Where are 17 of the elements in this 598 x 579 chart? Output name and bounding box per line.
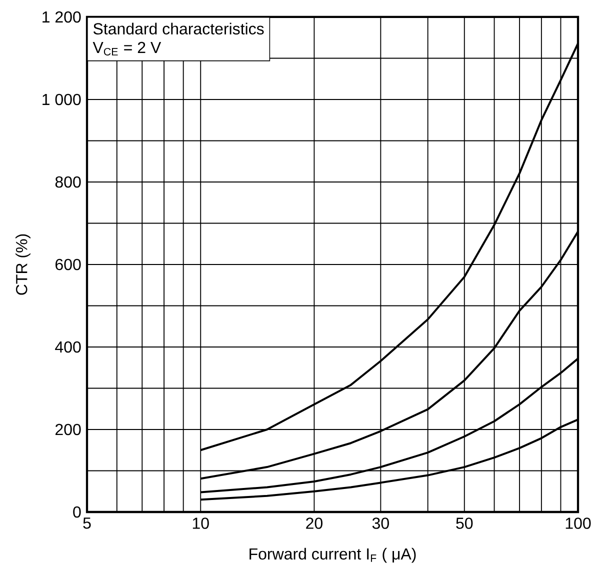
annotation: V$_{CE}$ = 2 V bbox=[92, 42, 162, 56]
y-tick-label: 200 bbox=[56, 424, 81, 436]
x-tick-label: 5 bbox=[83, 518, 91, 529]
y-tick-label: 1 000 bbox=[42, 94, 81, 106]
x-tick-label: 50 bbox=[456, 518, 473, 529]
x-tick-label: 100 bbox=[566, 518, 591, 529]
x-axis-title: Forward current I$_{F}$ ( μA) bbox=[250, 548, 416, 563]
y-tick-label: 800 bbox=[55, 176, 81, 188]
y-tick-label: 1 200 bbox=[42, 11, 81, 23]
y-tick-label: 400 bbox=[55, 341, 81, 353]
x-tick-label: 10 bbox=[192, 518, 209, 529]
y-tick-label: 0 bbox=[73, 506, 81, 518]
y-tick-label: 600 bbox=[56, 258, 81, 270]
x-tick-label: 20 bbox=[306, 518, 322, 529]
x-tick-label: 30 bbox=[372, 518, 389, 529]
y-axis-title: CTR (%) bbox=[16, 234, 30, 295]
annotation: Standard characteristics bbox=[93, 22, 264, 34]
